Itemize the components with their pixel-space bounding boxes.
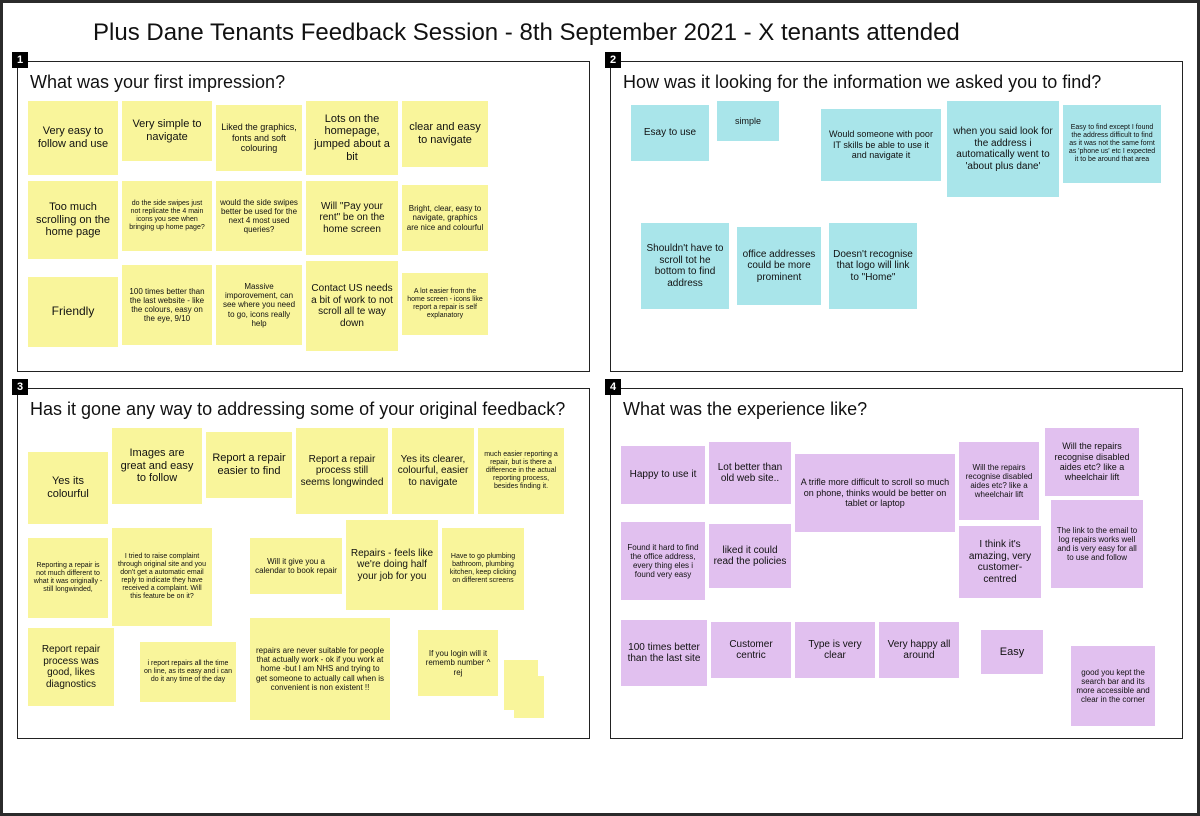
notes-area: Very easy to follow and useVery simple t…: [28, 101, 579, 361]
panel-number: 1: [12, 52, 28, 68]
sticky-note[interactable]: i report repairs all the time on line, a…: [140, 642, 236, 702]
sticky-note[interactable]: liked it could read the policies: [709, 524, 791, 588]
notes-area: Yes its colourfulImages are great and ea…: [28, 428, 579, 728]
sticky-note[interactable]: Massive imporovement, can see where you …: [216, 265, 302, 345]
panel-number: 4: [605, 379, 621, 395]
notes-area: Happy to use itLot better than old web s…: [621, 428, 1172, 728]
sticky-note[interactable]: repairs are never suitable for people th…: [250, 618, 390, 720]
sticky-note[interactable]: Report repair process was good, likes di…: [28, 628, 114, 706]
sticky-note[interactable]: Yes its clearer, colourful, easier to na…: [392, 428, 474, 514]
sticky-note[interactable]: Will "Pay your rent" be on the home scre…: [306, 181, 398, 255]
sticky-note[interactable]: Images are great and easy to follow: [112, 428, 202, 504]
sticky-note[interactable]: The link to the email to log repairs wor…: [1051, 500, 1143, 588]
sticky-note[interactable]: Happy to use it: [621, 446, 705, 504]
sticky-note[interactable]: Customer centric: [711, 622, 791, 678]
sticky-note[interactable]: Will it give you a calendar to book repa…: [250, 538, 342, 594]
sticky-note[interactable]: Esay to use: [631, 105, 709, 161]
panel-3: 3Has it gone any way to addressing some …: [17, 388, 590, 739]
sticky-note[interactable]: Liked the graphics, fonts and soft colou…: [216, 105, 302, 171]
sticky-note[interactable]: 100 times better than the last website -…: [122, 265, 212, 345]
sticky-note[interactable]: Very happy all around: [879, 622, 959, 678]
panel-number: 3: [12, 379, 28, 395]
boards-grid: 1What was your first impression?Very eas…: [17, 61, 1183, 739]
sticky-note[interactable]: Report a repair process still seems long…: [296, 428, 388, 514]
sticky-note[interactable]: Have to go plumbing bathroom, plumbing k…: [442, 528, 524, 610]
sticky-note[interactable]: Repairs - feels like we're doing half yo…: [346, 520, 438, 610]
sticky-note[interactable]: Bright, clear, easy to navigate, graphic…: [402, 185, 488, 251]
sticky-note[interactable]: Would someone with poor IT skills be abl…: [821, 109, 941, 181]
panel-heading: Has it gone any way to addressing some o…: [30, 399, 579, 420]
canvas-frame: Plus Dane Tenants Feedback Session - 8th…: [0, 0, 1200, 816]
sticky-note[interactable]: Lots on the homepage, jumped about a bit: [306, 101, 398, 175]
sticky-note[interactable]: office addresses could be more prominent: [737, 227, 821, 305]
sticky-note[interactable]: I think it's amazing, very customer-cent…: [959, 526, 1041, 598]
panel-heading: What was your first impression?: [30, 72, 579, 93]
sticky-note[interactable]: Too much scrolling on the home page: [28, 181, 118, 259]
sticky-note[interactable]: when you said look for the address i aut…: [947, 101, 1059, 197]
sticky-note[interactable]: Contact US needs a bit of work to not sc…: [306, 261, 398, 351]
sticky-note[interactable]: Easy to find except I found the address …: [1063, 105, 1161, 183]
sticky-note[interactable]: Will the repairs recognise disabled aide…: [959, 442, 1039, 520]
sticky-note[interactable]: Report a repair easier to find: [206, 432, 292, 498]
sticky-note[interactable]: simple: [717, 101, 779, 141]
panel-heading: How was it looking for the information w…: [623, 72, 1172, 93]
sticky-note[interactable]: [514, 676, 544, 718]
sticky-note[interactable]: Doesn't recognise that logo will link to…: [829, 223, 917, 309]
sticky-note[interactable]: do the side swipes just not replicate th…: [122, 181, 212, 251]
sticky-note[interactable]: If you login will it rememb number ^ rej: [418, 630, 498, 696]
sticky-note[interactable]: much easier reporting a repair, but is t…: [478, 428, 564, 514]
sticky-note[interactable]: I tried to raise complaint through origi…: [112, 528, 212, 626]
notes-area: Esay to usesimple Would someone with poor…: [621, 101, 1172, 361]
panel-number: 2: [605, 52, 621, 68]
panel-1: 1What was your first impression?Very eas…: [17, 61, 590, 372]
sticky-note[interactable]: Very simple to navigate: [122, 101, 212, 161]
sticky-note[interactable]: good you kept the search bar and its mor…: [1071, 646, 1155, 726]
sticky-note[interactable]: Very easy to follow and use: [28, 101, 118, 175]
panel-4: 4What was the experience like?Happy to u…: [610, 388, 1183, 739]
page-title: Plus Dane Tenants Feedback Session - 8th…: [93, 19, 1183, 47]
sticky-note[interactable]: Will the repairs recognise disabled aide…: [1045, 428, 1139, 496]
panel-heading: What was the experience like?: [623, 399, 1172, 420]
panel-2: 2How was it looking for the information …: [610, 61, 1183, 372]
sticky-note[interactable]: Easy: [981, 630, 1043, 674]
sticky-note[interactable]: A trifle more difficult to scroll so muc…: [795, 454, 955, 532]
sticky-note[interactable]: Shouldn't have to scroll tot he bottom t…: [641, 223, 729, 309]
sticky-note[interactable]: would the side swipes better be used for…: [216, 181, 302, 251]
sticky-note[interactable]: 100 times better than the last site: [621, 620, 707, 686]
sticky-note[interactable]: Found it hard to find the office address…: [621, 522, 705, 600]
sticky-note[interactable]: A lot easier from the home screen - icon…: [402, 273, 488, 335]
sticky-note[interactable]: Reporting a repair is not much different…: [28, 538, 108, 618]
sticky-note[interactable]: clear and easy to navigate: [402, 101, 488, 167]
sticky-note[interactable]: Yes its colourful: [28, 452, 108, 524]
sticky-note[interactable]: Lot better than old web site..: [709, 442, 791, 504]
sticky-note[interactable]: Friendly: [28, 277, 118, 347]
sticky-note[interactable]: Type is very clear: [795, 622, 875, 678]
